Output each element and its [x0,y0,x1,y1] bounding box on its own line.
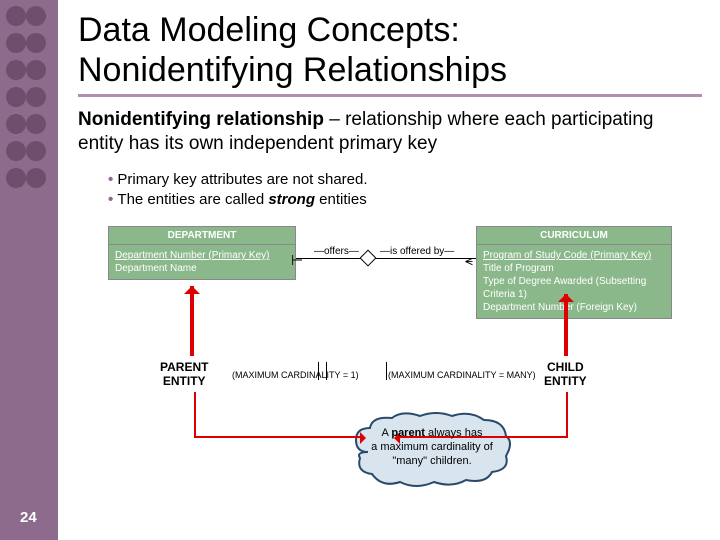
curr-attributes: Program of Study Code (Primary Key) Titl… [477,245,671,318]
max-cardinality-left: (MAXIMUM CARDINALITY = 1) [232,370,359,380]
arrow-child [564,294,568,356]
cloud-callout: A parent always has a maximum cardinalit… [348,412,516,488]
relationship-line [296,258,476,259]
dot-grid [6,6,46,195]
relationship-diamond [360,250,377,267]
max-cardinality-right: (MAXIMUM CARDINALITY = MANY) [388,370,536,380]
rel-label-offers: —offers— [314,246,359,257]
arrow-parent [190,286,194,356]
bullet-1: Primary key attributes are not shared. [108,170,702,190]
rel-label-offered-by: —is offered by— [380,246,454,257]
lead-paragraph: Nonidentifying relationship – relationsh… [78,108,702,156]
page-number: 24 [20,509,37,526]
sidebar-decoration [0,0,58,540]
bullet-list: Primary key attributes are not shared. T… [108,170,702,210]
title-line-1: Data Modeling Concepts: [78,11,460,49]
lead-term: Nonidentifying relationship [78,109,324,130]
bullet-2: The entities are called strong entities [108,190,702,210]
dept-header: DEPARTMENT [109,227,295,245]
entity-department: DEPARTMENT Department Number (Primary Ke… [108,226,296,280]
parent-entity-label: PARENT ENTITY [160,360,208,388]
path-parent-to-cloud [194,392,364,438]
er-diagram: DEPARTMENT Department Number (Primary Ke… [86,222,686,506]
dept-attributes: Department Number (Primary Key) Departme… [109,245,295,279]
tick-mark [386,362,387,380]
child-entity-label: CHILD ENTITY [544,360,587,388]
entity-curriculum: CURRICULUM Program of Study Code (Primar… [476,226,672,319]
title-line-2: Nonidentifying Relationships [78,51,507,89]
slide-title: Data Modeling Concepts: Nonidentifying R… [78,10,507,90]
cardinality-crow-right: ⪪ [465,252,473,269]
cardinality-notch-left: ⊢ [291,252,303,269]
curr-header: CURRICULUM [477,227,671,245]
title-underline [78,94,702,97]
